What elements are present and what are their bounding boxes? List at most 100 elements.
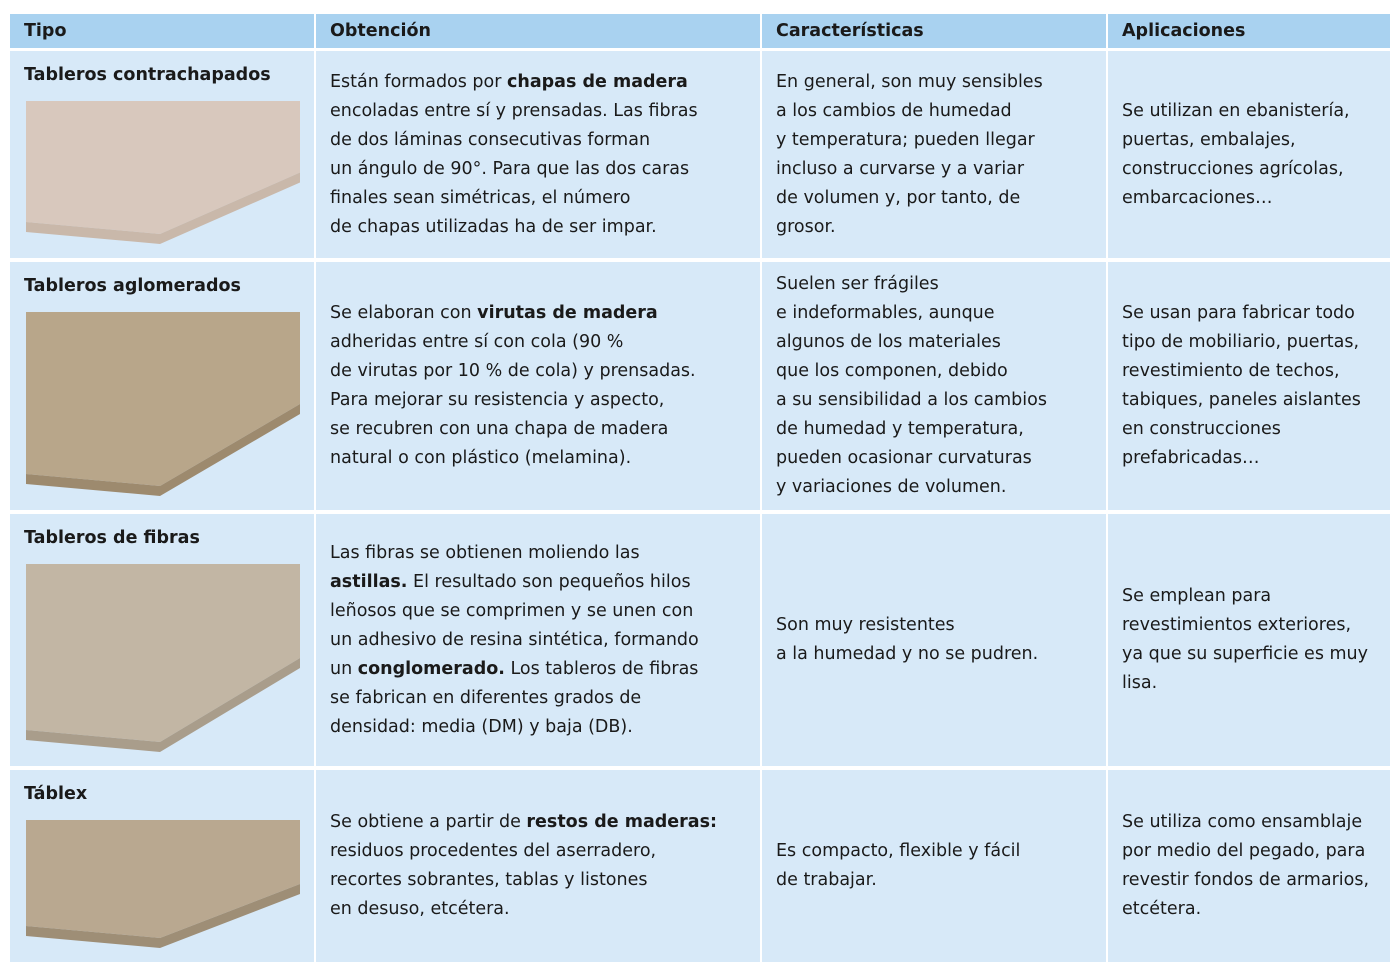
text-line: Para mejorar su resistencia y aspecto, bbox=[330, 386, 750, 415]
cell: Se usan para fabricar todo tipo de mobili… bbox=[1108, 262, 1390, 510]
text-line: de volumen y, por tanto, de bbox=[776, 184, 1096, 213]
text-line: revestir fondos de armarios, bbox=[1122, 866, 1380, 895]
text: a su sensibilidad a los cambios bbox=[776, 390, 1047, 410]
text-line: finales sean simétricas, el número bbox=[330, 184, 750, 213]
text: Están formados por bbox=[330, 71, 508, 92]
header-cell: Características bbox=[762, 14, 1106, 48]
header-text: Aplicaciones bbox=[1122, 20, 1246, 41]
text-line: Se usan para fabricar todo bbox=[1122, 299, 1380, 328]
cell: Se emplean para revestimientos exteriores… bbox=[1108, 514, 1390, 766]
text-line: de chapas utilizadas ha de ser impar. bbox=[330, 213, 750, 242]
text-line: de trabajar. bbox=[776, 866, 1096, 895]
text-line: Se utilizan en ebanistería, bbox=[1122, 97, 1380, 126]
text-line: leñosos que se comprimen y se unen con bbox=[330, 597, 750, 626]
text: por medio del pegado, para bbox=[1122, 841, 1366, 861]
text: tipo de mobiliario, puertas, bbox=[1122, 332, 1360, 352]
type-cell: Tableros aglomerados bbox=[10, 262, 314, 510]
text: se recubren con una chapa de madera bbox=[330, 419, 669, 439]
text-line: pueden ocasionar curvaturas bbox=[776, 444, 1096, 473]
text: residuos procedentes del aserradero, bbox=[330, 841, 657, 861]
text-line: se fabrican en diferentes grados de bbox=[330, 684, 750, 713]
text: un bbox=[330, 658, 358, 679]
text: e indeformables, aunque bbox=[776, 303, 995, 323]
board-top bbox=[26, 820, 300, 938]
text: recortes sobrantes, tablas y listones bbox=[330, 870, 648, 890]
text-line: e indeformables, aunque bbox=[776, 299, 1096, 328]
header-cell: Aplicaciones bbox=[1108, 14, 1390, 48]
text: de volumen y, por tanto, de bbox=[776, 187, 1021, 208]
text: se fabrican en diferentes grados de bbox=[330, 687, 642, 708]
text-line: puertas, embalajes, bbox=[1122, 126, 1380, 155]
type-cell: Tableros contrachapados bbox=[10, 51, 314, 258]
text-line: lisa. bbox=[1122, 669, 1380, 698]
text: de dos láminas consecutivas forman bbox=[330, 129, 651, 150]
text: revestir fondos de armarios, bbox=[1122, 870, 1370, 890]
text: algunos de los materiales bbox=[776, 332, 1001, 352]
text: Para mejorar su resistencia y aspecto, bbox=[330, 390, 665, 410]
text: Se utiliza como ensamblaje bbox=[1122, 812, 1363, 832]
type-cell: Táblex bbox=[10, 770, 314, 962]
text: un ángulo de 90°. Para que las dos caras bbox=[330, 158, 690, 179]
text-line: de humedad y temperatura, bbox=[776, 415, 1096, 444]
text-line: a los cambios de humedad bbox=[776, 97, 1096, 126]
text: construcciones agrícolas, bbox=[1122, 158, 1344, 179]
board-image bbox=[26, 312, 300, 496]
text: en desuso, etcétera. bbox=[330, 899, 510, 919]
text-line: se recubren con una chapa de madera bbox=[330, 415, 750, 444]
text-line: en construcciones bbox=[1122, 415, 1380, 444]
text: Suelen ser frágiles bbox=[776, 274, 939, 294]
text-line: Es compacto, flexible y fácil bbox=[776, 837, 1096, 866]
cell: En general, son muy sensibles a los cambi… bbox=[762, 51, 1106, 258]
text: etcétera. bbox=[1122, 899, 1202, 919]
type-name: Tableros aglomerados bbox=[24, 276, 241, 296]
cell: Se utiliza como ensamblaje por medio del … bbox=[1108, 770, 1390, 962]
text-line: un conglomerado. Los tableros de fibras bbox=[330, 655, 750, 684]
text-line: astillas. El resultado son pequeños hilo… bbox=[330, 568, 750, 597]
text: que los componen, debido bbox=[776, 361, 1008, 381]
text: revestimientos exteriores, bbox=[1122, 615, 1352, 635]
text: y temperatura; pueden llegar bbox=[776, 129, 1035, 150]
cell: Se utilizan en ebanistería, puertas, emba… bbox=[1108, 51, 1390, 258]
text: a la humedad y no se pudren. bbox=[776, 644, 1039, 664]
text-line: y temperatura; pueden llegar bbox=[776, 126, 1096, 155]
text-line: de dos láminas consecutivas forman bbox=[330, 126, 750, 155]
text: de virutas por 10 % de cola) y prensadas… bbox=[330, 361, 696, 381]
board-top bbox=[26, 564, 300, 742]
text-line: embarcaciones… bbox=[1122, 184, 1380, 213]
text-line: tabiques, paneles aislantes bbox=[1122, 386, 1380, 415]
text-line: a la humedad y no se pudren. bbox=[776, 640, 1096, 669]
text-line: Se emplean para bbox=[1122, 582, 1380, 611]
header-text: Características bbox=[776, 20, 924, 41]
cell: Se obtiene a partir de restos de maderas… bbox=[316, 770, 760, 962]
text: En general, son muy sensibles bbox=[776, 71, 1043, 92]
text: de chapas utilizadas ha de ser impar. bbox=[330, 216, 657, 237]
bold-text: astillas. bbox=[330, 571, 408, 592]
cell: Están formados por chapas de madera encol… bbox=[316, 51, 760, 258]
cell: Suelen ser frágiles e indeformables, aunq… bbox=[762, 262, 1106, 510]
type-name: Tableros de fibras bbox=[24, 528, 200, 548]
text: de humedad y temperatura, bbox=[776, 419, 1024, 439]
text: natural o con plástico (melamina). bbox=[330, 448, 632, 468]
text: un adhesivo de resina sintética, formand… bbox=[330, 629, 699, 650]
board-image bbox=[26, 564, 300, 752]
text: grosor. bbox=[776, 216, 836, 237]
bold-text: conglomerado. bbox=[357, 658, 505, 679]
text: incluso a curvarse y a variar bbox=[776, 158, 1025, 179]
text: Es compacto, flexible y fácil bbox=[776, 841, 1021, 861]
text-line: en desuso, etcétera. bbox=[330, 895, 750, 924]
text-line: y variaciones de volumen. bbox=[776, 473, 1096, 502]
text-line: recortes sobrantes, tablas y listones bbox=[330, 866, 750, 895]
text-line: En general, son muy sensibles bbox=[776, 68, 1096, 97]
text: Se usan para fabricar todo bbox=[1122, 303, 1355, 323]
text: Se obtiene a partir de bbox=[330, 812, 527, 832]
board-image bbox=[26, 820, 300, 948]
text: lisa. bbox=[1122, 673, 1158, 693]
header-cell: Obtención bbox=[316, 14, 760, 48]
text: y variaciones de volumen. bbox=[776, 477, 1007, 497]
type-cell: Tableros de fibras bbox=[10, 514, 314, 766]
text: ya que su superficie es muy bbox=[1122, 644, 1368, 664]
bold-text: virutas de madera bbox=[477, 303, 658, 323]
board-top bbox=[26, 312, 300, 486]
text-line: Se elaboran con virutas de madera bbox=[330, 299, 750, 328]
